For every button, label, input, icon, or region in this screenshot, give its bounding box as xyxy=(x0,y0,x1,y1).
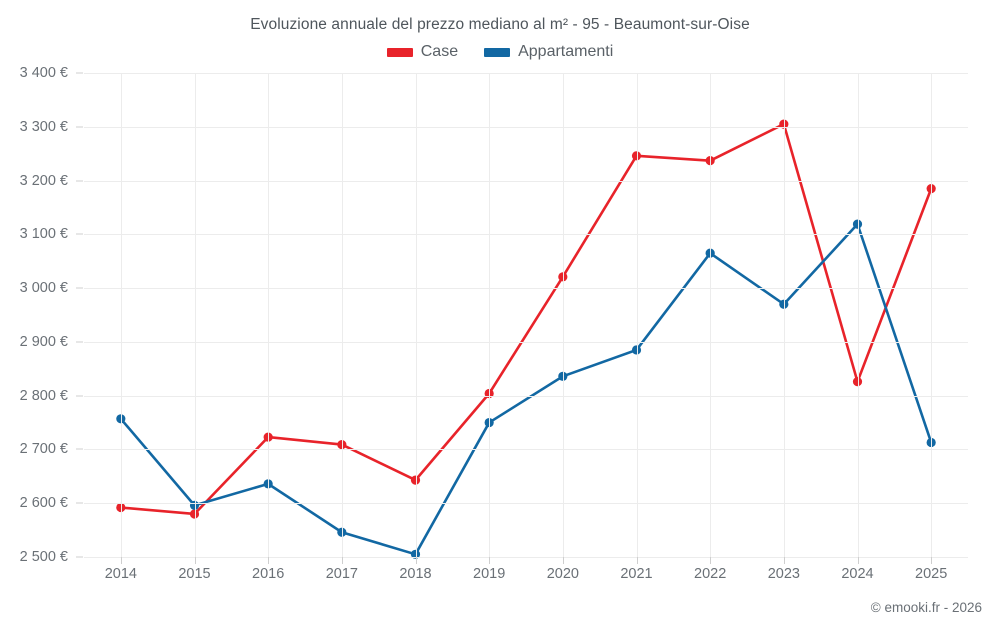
x-axis-tick-label: 2021 xyxy=(620,566,653,582)
legend-label-case: Case xyxy=(420,43,459,60)
x-axis-tick xyxy=(194,557,196,564)
line-swatch-red-icon xyxy=(386,47,413,57)
x-axis-tick-label: 2019 xyxy=(473,566,506,582)
x-axis-tick xyxy=(120,557,122,564)
line-swatch-blue-icon xyxy=(484,47,511,57)
gridline-horizontal xyxy=(84,73,968,74)
y-axis-tick-label: 2 800 € xyxy=(19,387,68,404)
y-axis-tick-label: 2 500 € xyxy=(19,549,68,565)
legend-item-appartamenti[interactable]: Appartamenti xyxy=(484,44,613,60)
gridline-vertical xyxy=(857,73,859,557)
x-axis-tick xyxy=(931,557,933,564)
x-axis-tick xyxy=(268,557,270,564)
y-axis-tick xyxy=(76,341,83,343)
gridline-vertical xyxy=(636,73,638,557)
x-axis-tick xyxy=(636,557,638,564)
series-line-case xyxy=(119,122,933,516)
gridline-horizontal xyxy=(84,126,968,128)
gridline-vertical xyxy=(194,73,196,557)
gridline-vertical xyxy=(341,73,343,557)
x-axis-tick-label: 2015 xyxy=(178,566,211,582)
gridline-horizontal xyxy=(84,503,968,505)
gridline-vertical xyxy=(710,73,712,557)
gridline-horizontal xyxy=(84,395,968,397)
y-axis-tick-label: 3 100 € xyxy=(19,226,68,243)
y-axis-tick xyxy=(76,502,83,504)
y-axis-tick xyxy=(76,233,83,235)
series-line-appartamenti xyxy=(119,222,933,556)
gridline-horizontal xyxy=(84,288,968,290)
chart-legend: Case Appartamenti xyxy=(0,44,1000,60)
y-axis-tick xyxy=(76,126,83,128)
y-axis-tick xyxy=(76,287,83,289)
y-axis-tick-label: 3 300 € xyxy=(19,118,68,135)
gridline-horizontal xyxy=(84,234,968,236)
y-axis-tick-label: 2 700 € xyxy=(19,441,68,458)
gridline-horizontal xyxy=(84,180,968,182)
y-axis-tick xyxy=(76,72,83,74)
x-axis-tick-label: 2025 xyxy=(915,566,948,582)
chart-title: Evoluzione annuale del prezzo mediano al… xyxy=(250,16,750,33)
y-axis-tick-label: 3 000 € xyxy=(19,280,68,297)
y-axis-tick xyxy=(76,556,83,558)
x-axis-labels: 2014 2015 2016 2017 2018 2019 2020 2021 2022 2023… xyxy=(84,566,968,590)
gridline-vertical xyxy=(120,73,122,557)
y-axis-tick-label: 3 400 € xyxy=(19,65,68,81)
series-layer xyxy=(116,119,936,559)
gridline-vertical xyxy=(783,73,785,557)
legend-label-appartamenti: Appartamenti xyxy=(518,43,614,60)
x-axis-tick xyxy=(783,557,785,564)
footer-credit: © emooki.fr - 2026 xyxy=(870,600,982,615)
gridline-vertical xyxy=(931,73,933,557)
x-axis-tick xyxy=(857,557,859,564)
x-axis-tick xyxy=(562,557,564,564)
plot-area xyxy=(84,73,968,559)
y-axis-tick-label: 2 600 € xyxy=(19,495,68,512)
x-axis-tick-label: 2014 xyxy=(104,566,137,582)
y-axis-labels: 3 400 € 3 300 € 3 200 € 3 100 € 3 000 € 2 900… xyxy=(0,65,78,565)
gridline-vertical xyxy=(489,73,491,557)
gridline-vertical xyxy=(562,73,564,557)
x-axis-tick-label: 2020 xyxy=(546,566,579,582)
gridline-horizontal xyxy=(84,341,968,343)
legend-item-case[interactable]: Case xyxy=(386,43,459,60)
x-axis-tick-label: 2023 xyxy=(767,566,800,582)
x-axis-tick xyxy=(710,557,712,564)
y-axis-tick-label: 3 200 € xyxy=(19,172,68,189)
gridline-vertical xyxy=(415,73,417,557)
x-axis-tick xyxy=(415,557,417,564)
y-axis-tick-label: 2 900 € xyxy=(19,333,68,350)
x-axis-tick-label: 2024 xyxy=(841,566,874,582)
x-axis-tick-label: 2018 xyxy=(399,566,432,582)
x-axis-tick-label: 2016 xyxy=(252,566,285,582)
x-axis-tick xyxy=(341,557,343,564)
gridline-vertical xyxy=(268,73,270,557)
gridline-horizontal xyxy=(84,557,968,558)
y-axis-tick xyxy=(76,395,83,397)
x-axis-tick-label: 2017 xyxy=(325,566,358,582)
y-axis-tick xyxy=(76,448,83,450)
gridline-horizontal xyxy=(84,449,968,451)
y-axis-tick xyxy=(76,180,83,182)
x-axis-tick xyxy=(489,557,491,564)
x-axis-tick-label: 2022 xyxy=(694,566,727,582)
